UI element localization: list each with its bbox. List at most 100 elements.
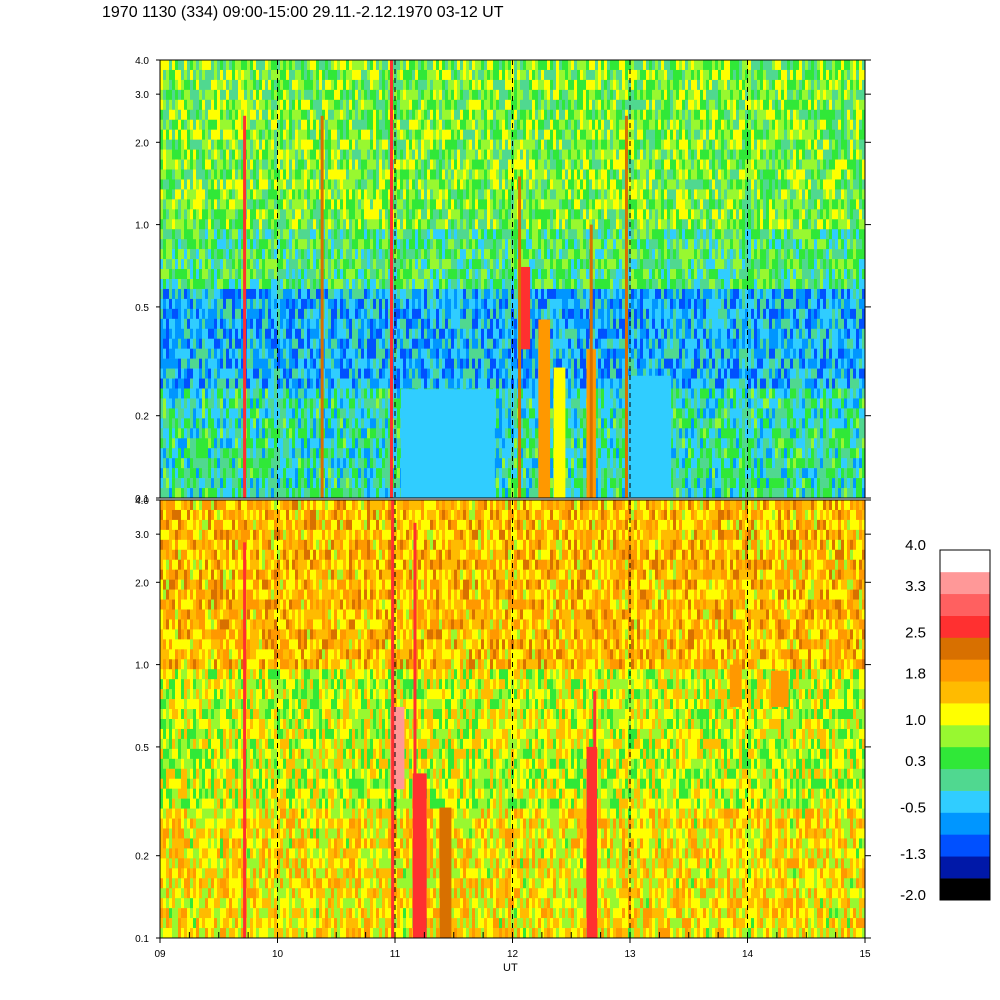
heatmap-cell (481, 60, 485, 71)
heatmap-cell (304, 348, 308, 359)
heatmap-cell (160, 448, 164, 459)
heatmap-cell (178, 199, 182, 210)
heatmap-cell (181, 229, 185, 240)
heatmap-cell (358, 318, 362, 330)
heatmap-cell (175, 119, 179, 130)
heatmap-cell (211, 129, 215, 140)
heatmap-cell (394, 448, 398, 459)
heatmap-cell (313, 348, 317, 359)
heatmap-cell (250, 318, 254, 330)
heatmap-cell (361, 269, 365, 280)
heatmap-cell (190, 488, 194, 499)
heatmap-cell (427, 89, 431, 101)
heatmap-cell (310, 209, 314, 220)
heatmap-cell (220, 79, 224, 91)
heatmap-cell (262, 398, 266, 409)
heatmap-cell (406, 318, 410, 330)
heatmap-cell (469, 89, 473, 101)
heatmap-cell (325, 99, 329, 111)
heatmap-cell (373, 109, 377, 121)
heatmap-cell (340, 119, 344, 130)
heatmap-cell (490, 338, 494, 349)
heatmap-cell (460, 139, 464, 150)
heatmap-cell (340, 239, 344, 250)
heatmap-cell (355, 179, 359, 190)
heatmap-cell (481, 149, 485, 160)
heatmap-cell (205, 149, 209, 160)
heatmap-cell (286, 249, 290, 260)
heatmap-cell (463, 209, 467, 220)
heatmap-cell (292, 99, 296, 111)
heatmap-cell (448, 229, 452, 240)
heatmap-cell (466, 348, 470, 359)
heatmap-cell (163, 60, 167, 71)
heatmap-cell (361, 488, 365, 499)
heatmap-cell (376, 478, 380, 489)
heatmap-cell (472, 69, 476, 81)
heatmap-cell (358, 428, 362, 439)
heatmap-cell (436, 119, 440, 130)
heatmap-cell (361, 119, 365, 130)
heatmap-cell (247, 209, 251, 220)
heatmap-cell (487, 219, 491, 230)
heatmap-cell (304, 139, 308, 150)
heatmap-cell (472, 89, 476, 101)
heatmap-cell (256, 348, 260, 359)
heatmap-cell (451, 189, 455, 200)
heatmap-cell (394, 298, 398, 310)
heatmap-cell (178, 338, 182, 349)
heatmap-cell (256, 60, 260, 71)
heatmap-cell (448, 348, 452, 359)
heatmap-cell (454, 129, 458, 140)
heatmap-cell (253, 328, 257, 340)
heatmap-cell (163, 478, 167, 489)
heatmap-cell (424, 149, 428, 160)
heatmap-cell (235, 269, 239, 280)
heatmap-cell (268, 169, 272, 180)
heatmap-cell (241, 408, 245, 419)
heatmap-cell (190, 408, 194, 419)
heatmap-cell (409, 189, 413, 200)
chart-title: 1970 1130 (334) 09:00-15:00 29.11.-2.12.… (102, 4, 503, 22)
heatmap-cell (235, 428, 239, 439)
heatmap-cell (484, 249, 488, 260)
heatmap-cell (184, 358, 188, 369)
heatmap-cell (358, 269, 362, 280)
heatmap-cell (325, 89, 329, 101)
heatmap-cell (250, 159, 254, 170)
heatmap-cell (469, 149, 473, 160)
heatmap-cell (439, 149, 443, 160)
heatmap-cell (340, 149, 344, 160)
heatmap-cell (253, 60, 257, 71)
heatmap-cell (310, 458, 314, 469)
heatmap-cell (181, 308, 185, 320)
heatmap-cell (277, 139, 281, 150)
heatmap-cell (181, 79, 185, 91)
heatmap-cell (385, 378, 389, 389)
heatmap-cell (304, 259, 308, 270)
heatmap-cell (304, 189, 308, 200)
heatmap-cell (280, 229, 284, 240)
heatmap-cell (373, 318, 377, 330)
heatmap-cell (289, 109, 293, 121)
heatmap-cell (304, 318, 308, 330)
heatmap-cell (409, 60, 413, 71)
heatmap-cell (178, 229, 182, 240)
heatmap-cell (385, 169, 389, 180)
heatmap-cell (217, 239, 221, 250)
heatmap-cell (196, 89, 200, 101)
heatmap-cell (367, 458, 371, 469)
heatmap-cell (451, 219, 455, 230)
heatmap-cell (169, 418, 173, 429)
heatmap-cell (340, 99, 344, 111)
heatmap-cell (250, 209, 254, 220)
heatmap-cell (382, 189, 386, 200)
heatmap-cell (394, 99, 398, 111)
heatmap-cell (499, 60, 503, 71)
heatmap-cell (343, 209, 347, 220)
heatmap-cell (196, 99, 200, 111)
heatmap-cell (373, 298, 377, 310)
heatmap-cell (166, 428, 170, 439)
heatmap-cell (163, 418, 167, 429)
heatmap-cell (325, 209, 329, 220)
